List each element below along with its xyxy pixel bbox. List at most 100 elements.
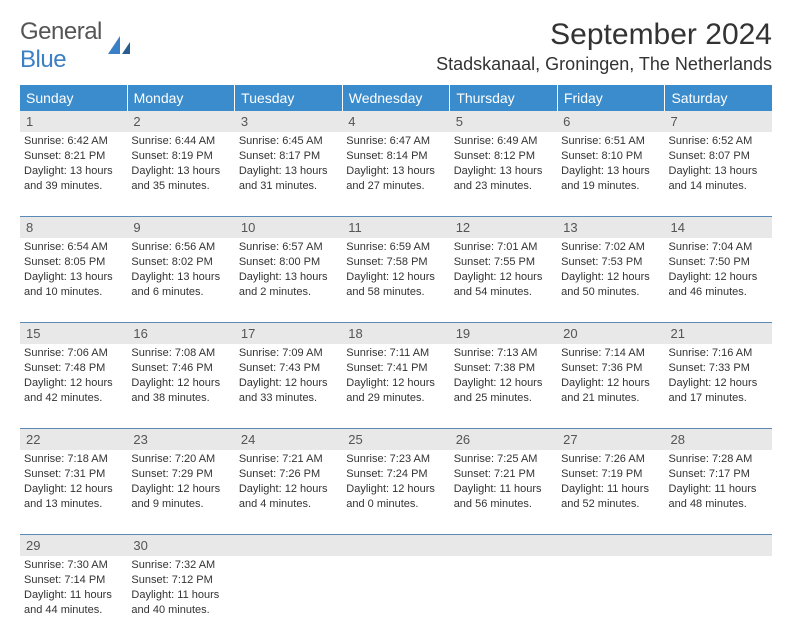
- daynum: 15: [20, 323, 127, 344]
- month-title: September 2024: [436, 18, 772, 52]
- day-info-line: Sunset: 8:12 PM: [454, 149, 553, 164]
- daynum: 4: [342, 111, 449, 132]
- daynum: 5: [450, 111, 557, 132]
- day-info-line: Daylight: 12 hours: [239, 376, 338, 391]
- daynum: 22: [20, 429, 127, 450]
- day-info-line: Sunset: 7:43 PM: [239, 361, 338, 376]
- day-info-line: and 25 minutes.: [454, 391, 553, 406]
- day-cell: Sunrise: 7:23 AMSunset: 7:24 PMDaylight:…: [342, 450, 449, 534]
- day-info-line: Sunset: 7:24 PM: [346, 467, 445, 482]
- day-info-line: Sunset: 7:46 PM: [131, 361, 230, 376]
- day-info-line: and 52 minutes.: [561, 497, 660, 512]
- day-cell: Sunrise: 7:08 AMSunset: 7:46 PMDaylight:…: [127, 344, 234, 428]
- title-block: September 2024 Stadskanaal, Groningen, T…: [436, 18, 772, 75]
- dayheader: Monday: [128, 85, 236, 111]
- calendar-grid: SundayMondayTuesdayWednesdayThursdayFrid…: [20, 85, 772, 640]
- day-info-line: Daylight: 13 hours: [24, 270, 123, 285]
- day-cell: Sunrise: 7:04 AMSunset: 7:50 PMDaylight:…: [665, 238, 772, 322]
- day-info-line: Daylight: 12 hours: [24, 376, 123, 391]
- day-info-line: Sunrise: 7:32 AM: [131, 558, 230, 573]
- day-info-line: Sunset: 7:31 PM: [24, 467, 123, 482]
- day-cell: Sunrise: 6:47 AMSunset: 8:14 PMDaylight:…: [342, 132, 449, 216]
- day-info-line: and 17 minutes.: [669, 391, 768, 406]
- day-info-line: and 2 minutes.: [239, 285, 338, 300]
- day-info-line: Daylight: 13 hours: [239, 164, 338, 179]
- daynum: 8: [20, 217, 127, 238]
- daynum: 3: [235, 111, 342, 132]
- day-info-line: Sunset: 8:05 PM: [24, 255, 123, 270]
- daynum: 11: [342, 217, 449, 238]
- day-info-line: Sunset: 7:14 PM: [24, 573, 123, 588]
- logo-text: General Blue: [20, 18, 102, 74]
- day-info-line: Daylight: 13 hours: [24, 164, 123, 179]
- day-info-line: and 29 minutes.: [346, 391, 445, 406]
- day-info-line: Daylight: 12 hours: [561, 270, 660, 285]
- day-info-line: Daylight: 13 hours: [454, 164, 553, 179]
- daynum: 6: [557, 111, 664, 132]
- day-info-line: Sunrise: 6:49 AM: [454, 134, 553, 149]
- day-info-line: Sunrise: 7:04 AM: [669, 240, 768, 255]
- day-cell: Sunrise: 7:21 AMSunset: 7:26 PMDaylight:…: [235, 450, 342, 534]
- logo: General Blue: [20, 18, 134, 74]
- day-info-line: Daylight: 12 hours: [669, 270, 768, 285]
- day-cell: Sunrise: 6:59 AMSunset: 7:58 PMDaylight:…: [342, 238, 449, 322]
- day-info-line: Sunrise: 7:25 AM: [454, 452, 553, 467]
- day-cell: [450, 556, 557, 640]
- daynum: 25: [342, 429, 449, 450]
- day-info-line: Sunrise: 7:16 AM: [669, 346, 768, 361]
- day-info-line: and 54 minutes.: [454, 285, 553, 300]
- day-info-line: Daylight: 12 hours: [24, 482, 123, 497]
- daynum: 26: [450, 429, 557, 450]
- day-info-line: Daylight: 13 hours: [669, 164, 768, 179]
- week-row: Sunrise: 6:42 AMSunset: 8:21 PMDaylight:…: [20, 132, 772, 216]
- day-info-line: Sunrise: 7:21 AM: [239, 452, 338, 467]
- daynum: 27: [557, 429, 664, 450]
- day-info-line: Daylight: 13 hours: [131, 164, 230, 179]
- daynum: 14: [665, 217, 772, 238]
- day-info-line: Sunset: 8:19 PM: [131, 149, 230, 164]
- day-info-line: and 33 minutes.: [239, 391, 338, 406]
- day-info-line: Sunset: 8:21 PM: [24, 149, 123, 164]
- daynum: 9: [127, 217, 234, 238]
- daynum-row: 2930: [20, 534, 772, 556]
- week-row: Sunrise: 7:30 AMSunset: 7:14 PMDaylight:…: [20, 556, 772, 640]
- day-info-line: and 9 minutes.: [131, 497, 230, 512]
- day-info-line: Sunset: 7:29 PM: [131, 467, 230, 482]
- day-info-line: Daylight: 11 hours: [131, 588, 230, 603]
- daynum-row: 15161718192021: [20, 322, 772, 344]
- day-cell: Sunrise: 6:57 AMSunset: 8:00 PMDaylight:…: [235, 238, 342, 322]
- day-info-line: Daylight: 11 hours: [561, 482, 660, 497]
- day-info-line: Daylight: 12 hours: [346, 376, 445, 391]
- day-info-line: Sunset: 7:26 PM: [239, 467, 338, 482]
- day-info-line: Sunset: 7:41 PM: [346, 361, 445, 376]
- day-info-line: Daylight: 12 hours: [454, 270, 553, 285]
- day-info-line: Sunset: 7:55 PM: [454, 255, 553, 270]
- logo-word2: Blue: [20, 46, 66, 73]
- day-cell: [557, 556, 664, 640]
- day-info-line: Sunrise: 7:06 AM: [24, 346, 123, 361]
- day-info-line: Sunrise: 6:51 AM: [561, 134, 660, 149]
- day-info-line: Sunrise: 7:23 AM: [346, 452, 445, 467]
- daynum: 17: [235, 323, 342, 344]
- daynum: 10: [235, 217, 342, 238]
- day-info-line: and 14 minutes.: [669, 179, 768, 194]
- day-info-line: Sunrise: 7:28 AM: [669, 452, 768, 467]
- day-info-line: Sunset: 7:36 PM: [561, 361, 660, 376]
- day-cell: [235, 556, 342, 640]
- day-cell: Sunrise: 7:06 AMSunset: 7:48 PMDaylight:…: [20, 344, 127, 428]
- day-info-line: Sunrise: 6:45 AM: [239, 134, 338, 149]
- day-info-line: and 58 minutes.: [346, 285, 445, 300]
- day-info-line: Daylight: 13 hours: [561, 164, 660, 179]
- day-info-line: and 23 minutes.: [454, 179, 553, 194]
- daynum: 16: [127, 323, 234, 344]
- day-info-line: Sunset: 7:33 PM: [669, 361, 768, 376]
- daynum: [235, 535, 342, 556]
- day-info-line: Daylight: 12 hours: [131, 376, 230, 391]
- day-info-line: and 42 minutes.: [24, 391, 123, 406]
- day-info-line: Daylight: 12 hours: [561, 376, 660, 391]
- day-cell: Sunrise: 6:52 AMSunset: 8:07 PMDaylight:…: [665, 132, 772, 216]
- daynum: 2: [127, 111, 234, 132]
- daynum: 30: [127, 535, 234, 556]
- day-cell: Sunrise: 6:56 AMSunset: 8:02 PMDaylight:…: [127, 238, 234, 322]
- day-info-line: Sunset: 7:21 PM: [454, 467, 553, 482]
